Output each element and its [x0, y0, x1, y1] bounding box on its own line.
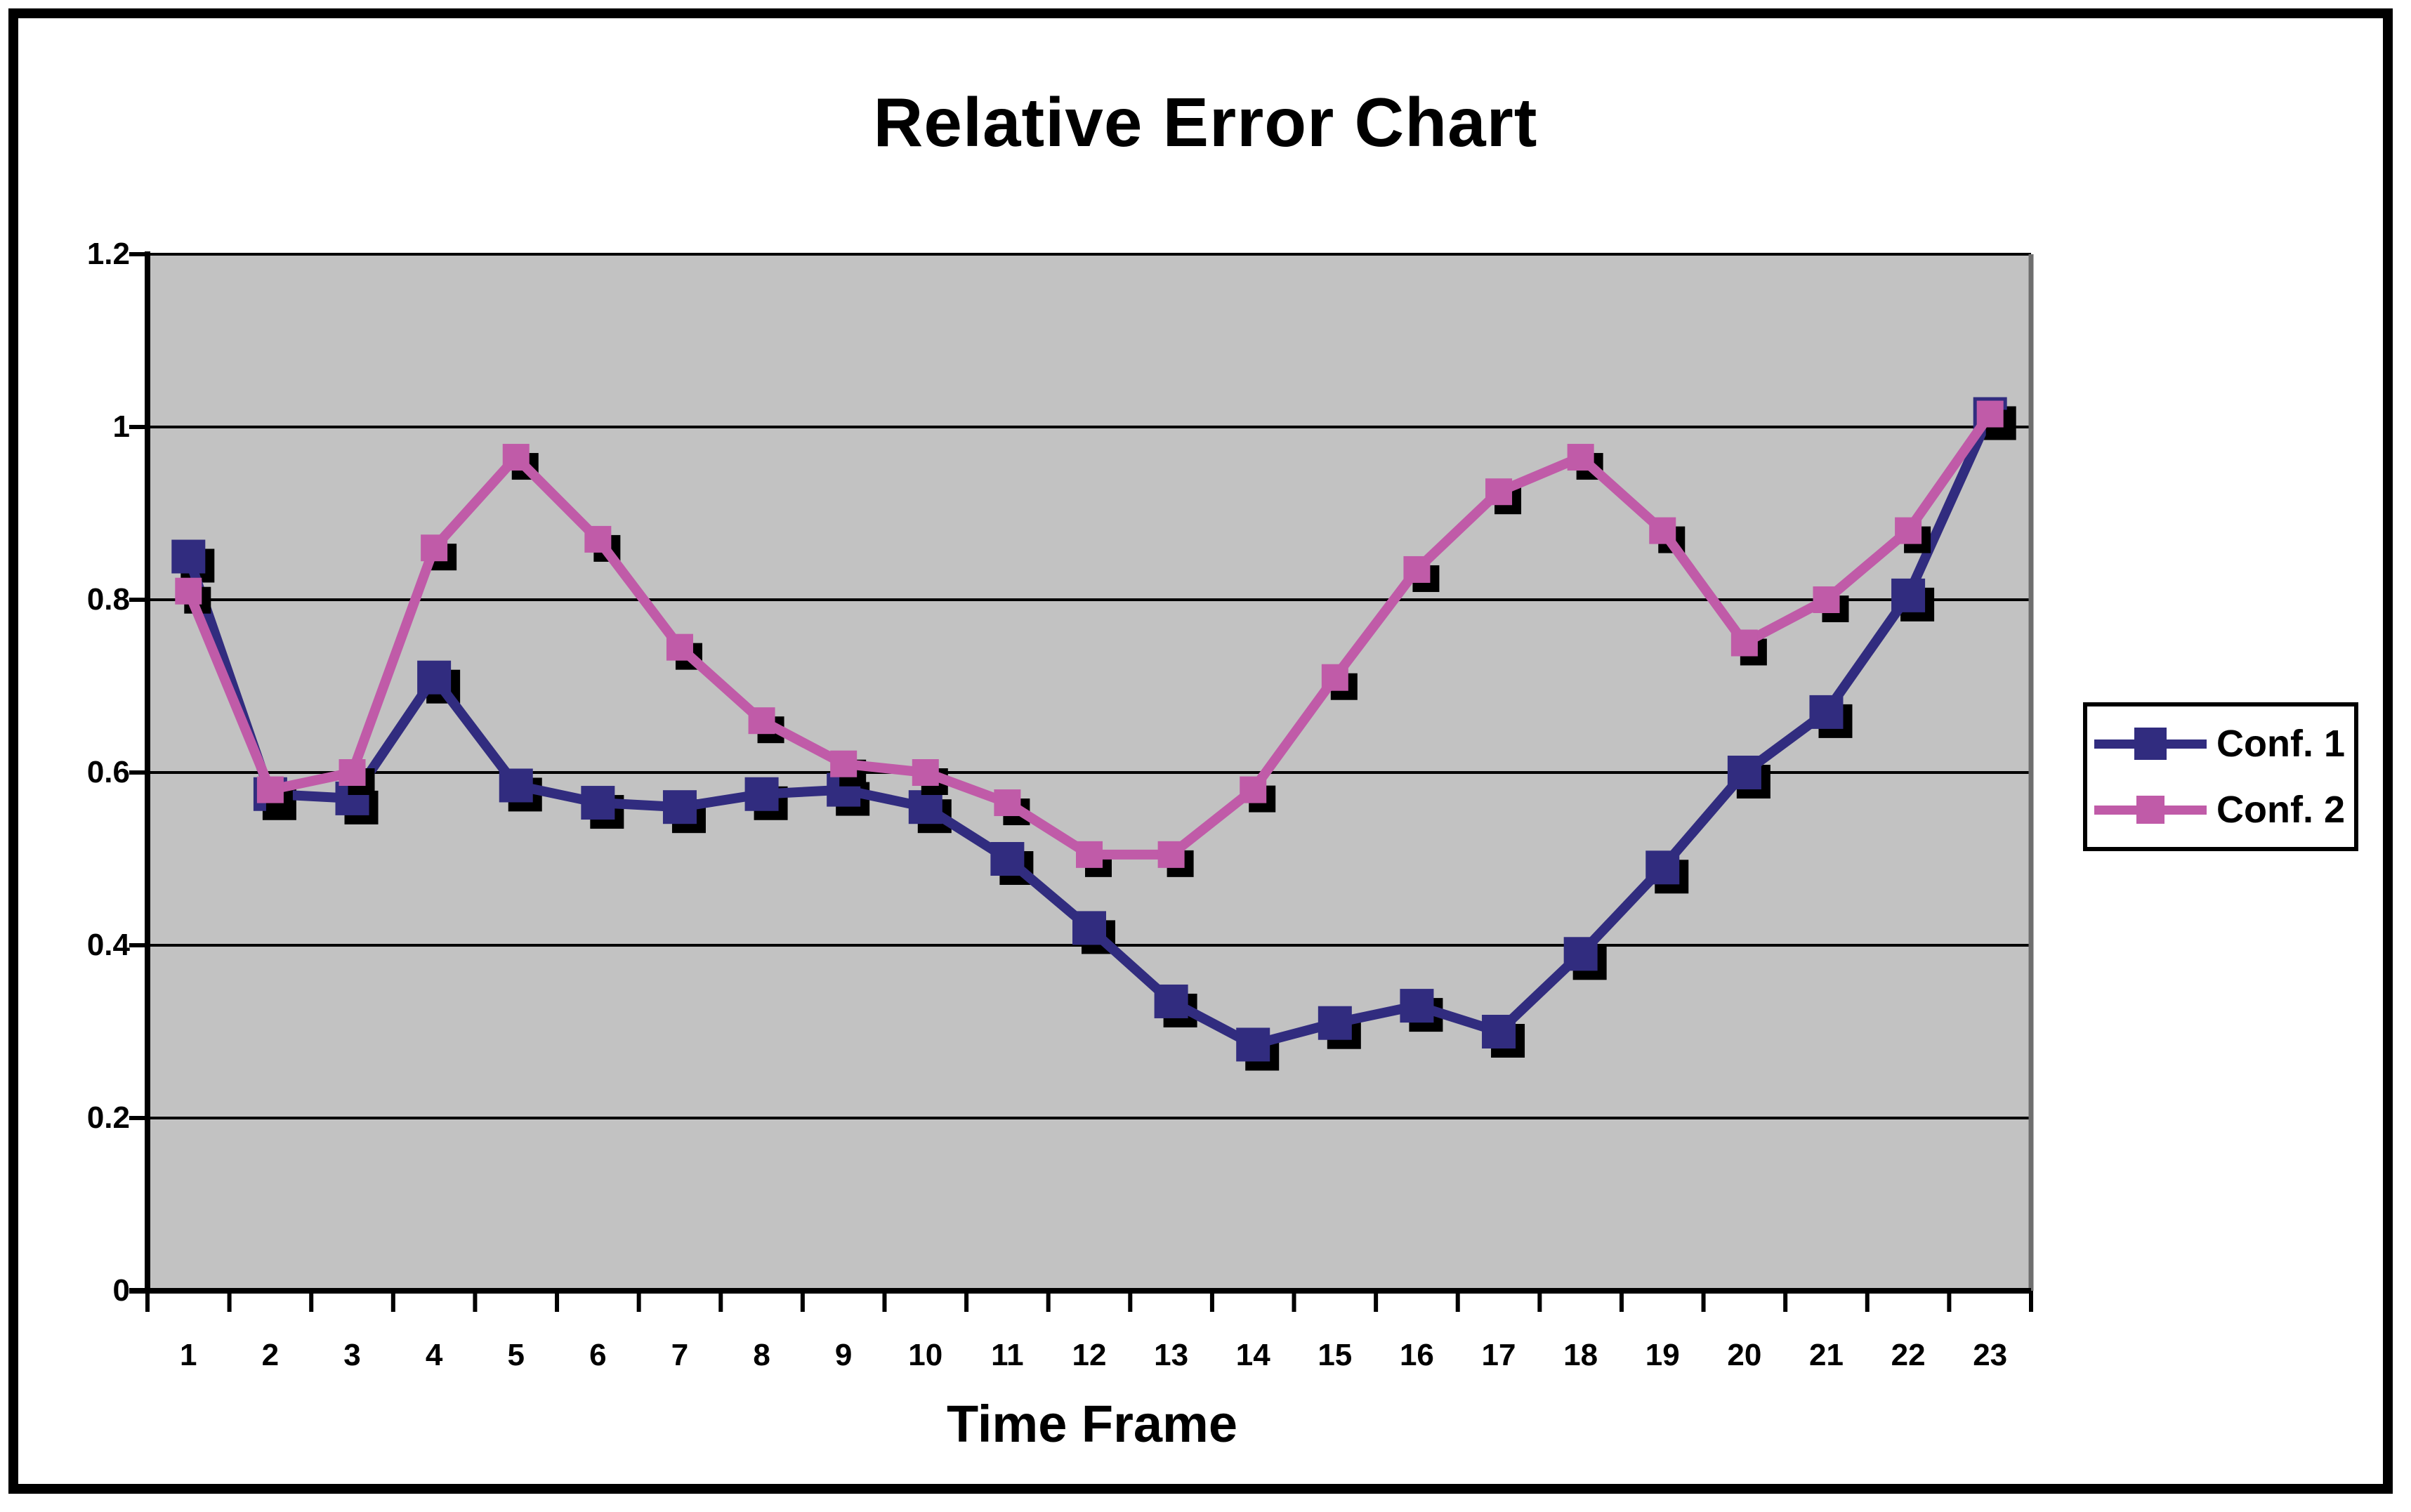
legend-entry-conf1: Conf. 1: [2094, 722, 2347, 765]
data-point-marker: [1645, 850, 1680, 885]
series-conf-2: [175, 400, 2013, 877]
data-point-marker: [256, 776, 284, 803]
data-point-marker: [1403, 556, 1431, 583]
legend-square-marker-icon: [2134, 728, 2167, 760]
data-point-marker: [1236, 1027, 1270, 1062]
data-point-marker: [584, 525, 612, 553]
x-tick-label-6: 6: [589, 1338, 607, 1372]
data-point-marker: [1318, 1006, 1352, 1040]
data-point-marker: [1076, 841, 1103, 868]
data-point-marker: [339, 759, 366, 786]
chart-title: Relative Error Chart: [873, 84, 1538, 161]
data-point-marker: [1809, 695, 1844, 729]
data-point-marker: [1567, 444, 1594, 471]
legend: Conf. 1 Conf. 2: [2083, 702, 2358, 851]
data-point-marker: [1895, 517, 1922, 544]
y-tick-label-0.6: 0.6: [86, 755, 130, 789]
data-point-marker: [1649, 517, 1676, 544]
data-point-marker: [1485, 478, 1513, 506]
x-tick-label-3: 3: [343, 1338, 361, 1372]
y-tick-label-0: 0: [112, 1273, 130, 1308]
y-tick-label-1: 1: [112, 409, 130, 444]
x-tick-label-18: 18: [1563, 1338, 1598, 1372]
x-tick-label-10: 10: [908, 1338, 943, 1372]
data-point-marker: [666, 633, 693, 661]
x-tick-label-21: 21: [1808, 1338, 1844, 1372]
x-tick-label-19: 19: [1645, 1338, 1680, 1372]
data-point-marker: [581, 786, 615, 820]
data-point-marker: [994, 789, 1021, 817]
x-axis-title: Time Frame: [946, 1395, 1238, 1453]
legend-entry-conf2: Conf. 2: [2094, 788, 2347, 831]
x-tick-label-15: 15: [1318, 1338, 1353, 1372]
x-tick-label-12: 12: [1072, 1338, 1107, 1372]
y-tick-label-0.2: 0.2: [86, 1100, 130, 1135]
x-tick-label-2: 2: [261, 1338, 280, 1372]
x-tick-label-7: 7: [671, 1338, 689, 1372]
data-point-marker: [1157, 841, 1185, 868]
x-tick-label-13: 13: [1154, 1338, 1189, 1372]
data-point-marker: [830, 750, 858, 777]
data-point-marker: [1813, 586, 1840, 613]
data-point-marker: [1154, 984, 1188, 1018]
data-point-marker: [171, 539, 206, 574]
data-point-marker: [1321, 664, 1348, 691]
legend-swatch-conf1: [2094, 725, 2207, 762]
data-point-marker: [1482, 1015, 1516, 1048]
x-tick-label-8: 8: [753, 1338, 770, 1372]
data-point-marker: [1730, 629, 1758, 657]
data-point-marker: [175, 577, 202, 605]
data-point-marker: [748, 707, 775, 735]
legend-label-conf1: Conf. 1: [2216, 723, 2345, 765]
legend-label-conf2: Conf. 2: [2216, 789, 2345, 831]
data-point-marker: [502, 444, 530, 471]
data-point-marker: [1240, 776, 1267, 803]
y-tick-label-1.2: 1.2: [86, 237, 130, 271]
figure-border: [8, 8, 2393, 1494]
x-tick-label-1: 1: [180, 1338, 197, 1372]
x-tick-label-11: 11: [991, 1338, 1024, 1372]
x-tick-label-14: 14: [1235, 1338, 1270, 1372]
data-point-marker: [1563, 937, 1598, 971]
x-tick-label-23: 23: [1973, 1338, 2008, 1372]
x-tick-label-20: 20: [1727, 1338, 1762, 1372]
data-point-marker: [1727, 756, 1761, 789]
x-tick-label-4: 4: [425, 1338, 443, 1372]
data-point-marker: [499, 768, 533, 803]
data-point-marker: [1072, 911, 1106, 945]
x-tick-label-9: 9: [834, 1338, 853, 1372]
data-point-marker: [662, 790, 697, 824]
x-tick-label-22: 22: [1891, 1338, 1926, 1372]
data-point-marker: [1891, 578, 1926, 612]
x-tick-label-5: 5: [507, 1338, 525, 1372]
x-tick-label-16: 16: [1399, 1338, 1434, 1372]
legend-swatch-conf2: [2094, 791, 2207, 828]
data-point-marker: [1400, 989, 1434, 1023]
y-tick-label-0.4: 0.4: [86, 928, 130, 962]
data-point-marker: [744, 777, 779, 811]
data-point-marker: [990, 842, 1025, 876]
x-tick-label-17: 17: [1481, 1338, 1516, 1372]
data-point-marker: [912, 759, 939, 786]
data-point-marker: [908, 790, 942, 824]
data-point-marker: [417, 660, 452, 695]
y-tick-label-0.8: 0.8: [86, 582, 130, 617]
legend-square-marker-icon: [2136, 796, 2164, 824]
data-point-marker: [1976, 400, 2004, 428]
data-point-marker: [421, 534, 448, 562]
